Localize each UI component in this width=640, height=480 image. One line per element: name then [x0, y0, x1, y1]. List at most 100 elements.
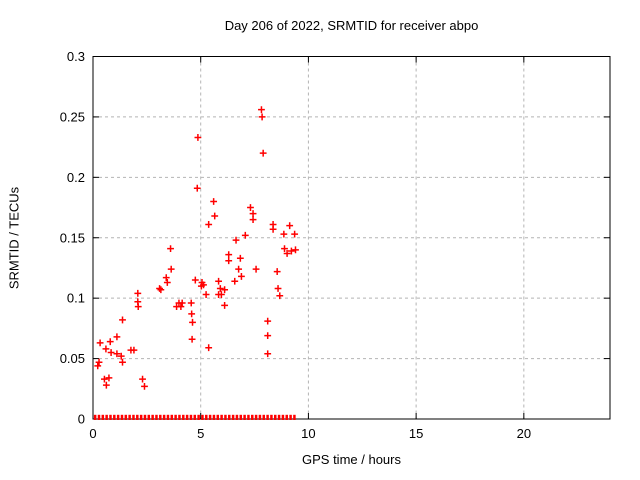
data-point-marker — [139, 375, 146, 383]
data-point-marker — [187, 299, 195, 307]
zero-row-marker — [143, 414, 147, 420]
data-point-marker — [236, 254, 244, 262]
data-point-marker — [225, 251, 233, 259]
data-point-marker — [95, 358, 103, 366]
data-point-marker — [249, 216, 257, 224]
data-point-marker — [94, 362, 102, 370]
data-point-marker — [188, 335, 196, 343]
data-point-marker — [217, 291, 225, 298]
y-tick-label: 0.3 — [67, 49, 85, 64]
data-point-marker — [247, 204, 254, 211]
data-point-marker — [280, 230, 288, 238]
data-point-marker — [119, 358, 126, 366]
data-point-marker — [225, 257, 233, 265]
data-point-marker — [157, 286, 165, 294]
data-point-marker — [274, 285, 282, 292]
zero-row-marker — [293, 414, 296, 420]
data-point-marker — [167, 265, 175, 273]
zero-row-marker — [274, 414, 277, 420]
zero-row-marker — [231, 414, 235, 420]
y-tick-label: 0.1 — [67, 291, 85, 306]
zero-row-marker — [155, 414, 158, 420]
zero-row-marker — [220, 414, 223, 420]
zero-row-marker — [212, 414, 216, 420]
data-point-marker — [259, 149, 267, 157]
data-point-marker — [193, 184, 201, 192]
zero-row-marker — [254, 414, 258, 420]
data-point-marker — [276, 292, 284, 300]
data-point-marker — [177, 303, 185, 311]
data-point-marker — [211, 212, 219, 220]
data-point-marker — [141, 382, 148, 390]
data-point-marker — [205, 344, 213, 352]
data-point-marker — [107, 349, 115, 356]
x-axis-label: GPS time / hours — [302, 452, 401, 467]
zero-row-marker — [251, 414, 254, 420]
zero-row-marker — [93, 414, 97, 420]
chart-title: Day 206 of 2022, SRMTID for receiver abp… — [224, 18, 479, 33]
data-point-marker — [188, 310, 196, 318]
data-point-marker — [258, 113, 266, 121]
data-point-marker — [191, 276, 199, 284]
data-point-marker — [102, 345, 110, 353]
data-point-marker — [156, 285, 163, 292]
y-axis-label: SRMTID / TECUs — [6, 186, 22, 290]
data-point-marker — [162, 274, 170, 282]
data-point-marker — [202, 291, 210, 298]
data-point-marker — [113, 333, 121, 341]
data-point-marker — [238, 273, 245, 280]
data-point-marker — [216, 285, 224, 292]
zero-row-marker — [147, 414, 151, 420]
data-point-marker — [167, 245, 174, 253]
zero-row-marker — [235, 414, 239, 420]
zero-row-marker — [208, 414, 212, 420]
zero-row-marker — [228, 414, 231, 420]
zero-row-marker — [193, 414, 197, 420]
zero-row-marker — [105, 414, 108, 420]
data-point-marker — [231, 277, 239, 285]
data-point-marker — [273, 268, 281, 275]
zero-row-marker — [266, 414, 269, 420]
zero-row-marker — [205, 414, 208, 420]
zero-row-marker — [132, 414, 135, 420]
data-point-marker — [269, 225, 277, 233]
zero-row-marker — [116, 414, 120, 420]
zero-row-marker — [262, 414, 266, 420]
data-point-marker — [163, 279, 171, 286]
data-point-marker — [113, 350, 121, 358]
data-point-marker — [210, 198, 218, 205]
data-point-marker — [221, 302, 229, 309]
zero-row-marker — [178, 414, 181, 420]
zero-row-marker — [159, 414, 162, 420]
zero-row-marker — [170, 414, 174, 420]
zero-row-marker — [139, 414, 143, 420]
zero-row-marker — [285, 414, 289, 420]
data-point-marker — [249, 210, 257, 217]
data-point-marker — [287, 247, 295, 255]
data-point-marker — [200, 281, 207, 289]
zero-row-marker — [101, 414, 105, 420]
zero-row-marker — [239, 414, 243, 420]
data-point-marker — [241, 231, 249, 239]
data-point-marker — [258, 106, 265, 114]
zero-row-marker — [277, 414, 281, 420]
data-point-marker — [189, 318, 196, 326]
data-point-marker — [134, 289, 142, 297]
zero-row-marker — [97, 414, 101, 420]
data-point-marker — [106, 338, 114, 346]
zero-row-marker — [136, 414, 139, 420]
zero-row-marker — [270, 414, 273, 420]
data-point-marker — [105, 374, 113, 382]
zero-row-marker — [197, 414, 200, 420]
zero-row-marker — [243, 414, 246, 420]
data-point-marker — [96, 339, 104, 347]
data-point-marker — [119, 316, 126, 324]
y-tick-label: 0.25 — [60, 109, 85, 124]
zero-row-marker — [151, 414, 154, 420]
data-point-marker — [235, 265, 243, 273]
zero-row-marker — [128, 414, 131, 420]
data-point-marker — [102, 381, 110, 389]
y-tick-label: 0.15 — [60, 230, 85, 245]
